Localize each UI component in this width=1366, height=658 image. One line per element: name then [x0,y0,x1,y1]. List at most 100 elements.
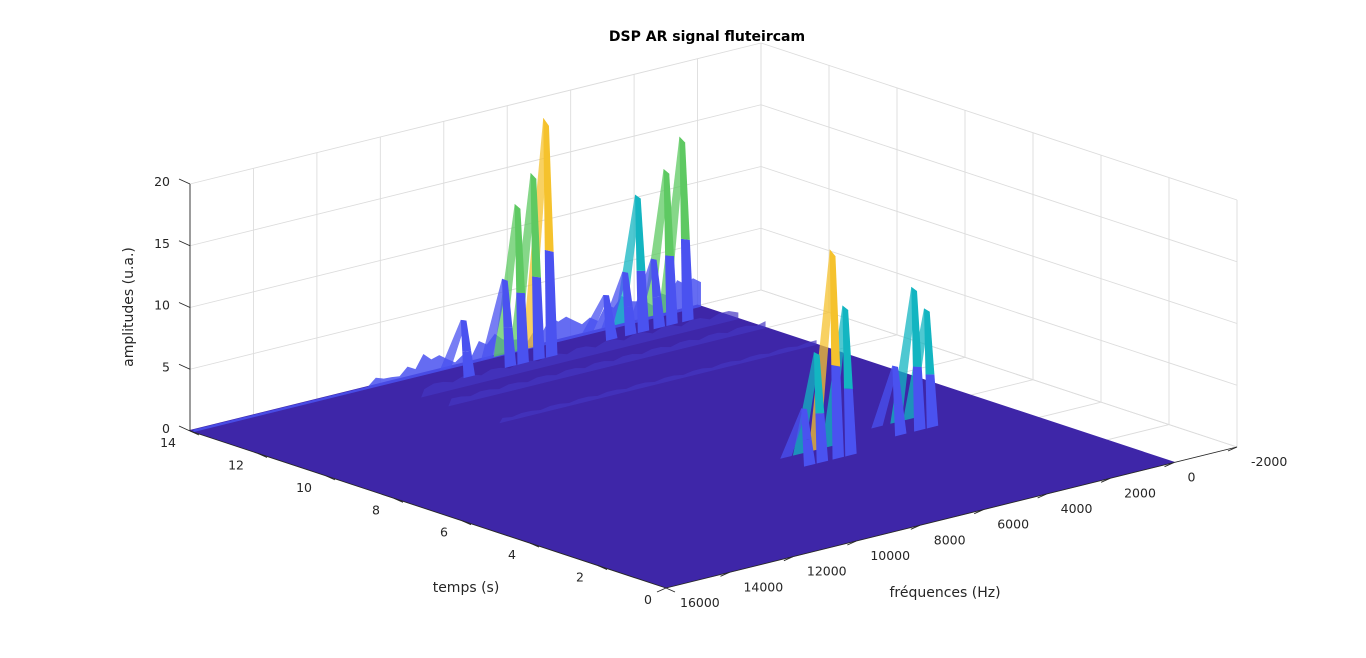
y-tick-mark [656,587,667,593]
peak-base [636,270,650,334]
axes-lines [178,178,1238,593]
z-tick-mark [178,178,191,185]
surface-band [421,310,739,398]
peak-base [912,366,926,432]
peak-top [829,249,841,367]
y-tick-label: 8000 [934,532,966,547]
peak-base [544,249,558,358]
x-tick-mark [257,453,268,458]
tick-labels: 0 2 4 6 8 10 12 14 -2000 0 2000 4000 6000 8000 10000 12… [154,174,1287,610]
y-tick-label: 16000 [680,595,720,610]
peak-side [493,204,521,357]
y-tick-mark [910,524,920,530]
y-tick-label: 4000 [1061,501,1093,516]
y-tick-mark [720,571,730,577]
x-axis-label: temps (s) [433,580,500,596]
z-tick-mark [178,240,191,247]
grid-line-z-back-right [760,227,1238,386]
y-tick-mark [783,556,794,562]
peak-base [665,255,678,327]
surface-band [448,321,766,407]
grid-line-z-back-left [189,104,762,247]
grid-line-z-back-left [189,42,762,185]
peak-base [831,365,844,460]
z-tick-mark [178,425,191,432]
y-tick-label: -2000 [1251,454,1287,469]
y-axis-label: fréquences (Hz) [889,585,1000,601]
x-tick-mark [665,587,676,593]
y-axis-line [665,446,1238,589]
x-tick-label: 2 [576,570,584,585]
peak-top [603,295,614,321]
peak-top [543,117,554,252]
y-tick-label: 10000 [870,548,910,563]
surface-band [499,340,817,424]
peak-top [635,194,646,272]
x-tick-label: 10 [296,480,312,495]
peak-side [582,295,609,334]
peak-side [439,319,467,371]
peak-top [892,365,903,405]
peak-base [516,292,529,365]
peak-side [481,278,508,361]
y-tick-label: 2000 [1124,485,1156,500]
grid-line-z-back-right [760,42,1238,201]
peak-base [893,403,907,437]
peak-top [813,352,825,414]
peak-base [604,318,618,341]
y-tick-mark [847,540,857,546]
peak-base [462,350,475,379]
x-tick-label: 12 [228,457,244,472]
chart-title: DSP AR signal fluteircam [609,29,805,45]
y-tick-mark [1100,477,1111,483]
grid-line-z-back-right [760,104,1238,263]
peak-top [530,172,541,278]
y-tick-mark [974,509,984,515]
peak-top [514,204,526,294]
peak-base [925,374,939,429]
peak-top [801,408,812,441]
x-tick-label: 8 [372,502,380,517]
y-tick-label: 12000 [807,564,847,579]
z-tick-label: 5 [162,359,170,374]
y-tick-label: 6000 [997,517,1029,532]
peak-base [652,296,666,330]
surface-peaks [439,117,939,467]
x-tick-label: 6 [440,525,448,540]
peak-top [679,136,690,240]
grid-line-y-floor [760,289,1238,448]
peak-base [623,306,637,337]
x-axis-line [189,430,667,589]
x-tick-label: 4 [508,547,516,562]
grid-line-z-back-right [760,166,1238,324]
y-tick-mark [1227,446,1238,452]
peak-base [503,327,517,368]
peak-top [663,169,674,257]
peak-base [815,413,829,464]
peak-side [871,365,898,429]
x-tick-mark [393,497,404,503]
x-tick-mark [189,430,200,436]
peak-top [924,308,935,375]
peak-top [501,278,513,328]
peak-base [680,238,694,323]
x-tick-mark [597,565,608,570]
z-axis-label: amplitudes (u.a.) [121,247,137,367]
z-tick-mark [178,302,191,308]
x-tick-label: 0 [644,592,652,607]
peak-top [842,305,853,390]
z-tick-mark [178,363,191,370]
z-tick-label: 0 [162,421,170,436]
z-tick-label: 15 [154,236,170,251]
surface-base [188,278,1176,588]
z-tick-label: 20 [154,174,170,189]
peak-side [780,408,807,459]
peak-base [843,388,857,457]
y-tick-label: 14000 [743,579,783,594]
peak-top [460,319,472,352]
x-tick-mark [325,475,336,481]
peak-base [532,276,545,361]
peak-top [650,258,662,298]
